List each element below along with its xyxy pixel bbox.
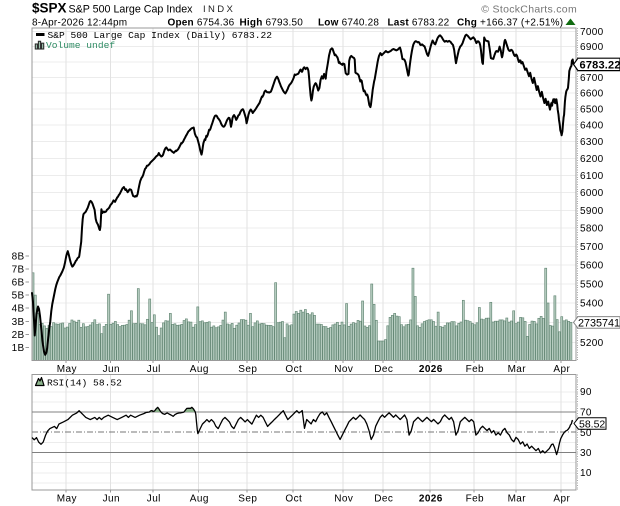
svg-text:May: May [57, 494, 77, 505]
svg-text:5700: 5700 [580, 242, 604, 253]
svg-text:Nov: Nov [334, 494, 353, 505]
svg-text:6B: 6B [12, 278, 25, 289]
svg-text:RSI(14) 58.52: RSI(14) 58.52 [47, 378, 122, 389]
svg-text:7000: 7000 [580, 27, 604, 38]
svg-text:58.52: 58.52 [579, 418, 605, 430]
svg-text:3B: 3B [12, 317, 25, 328]
svg-text:Jul: Jul [147, 364, 161, 375]
svg-text:Mar: Mar [508, 494, 527, 505]
svg-text:Last 6783.22: Last 6783.22 [388, 18, 450, 29]
svg-text:6100: 6100 [580, 171, 604, 182]
svg-text:6300: 6300 [580, 137, 604, 148]
svg-text:6900: 6900 [580, 42, 604, 53]
svg-text:4B: 4B [12, 304, 25, 315]
svg-text:Jun: Jun [103, 364, 120, 375]
svg-text:5200: 5200 [580, 338, 604, 349]
svg-text:2B: 2B [12, 330, 25, 341]
svg-text:High 6793.50: High 6793.50 [240, 18, 304, 29]
svg-text:50: 50 [580, 428, 592, 439]
svg-text:Feb: Feb [466, 364, 484, 375]
svg-text:Open 6754.36: Open 6754.36 [168, 18, 235, 29]
svg-text:7B: 7B [12, 264, 25, 275]
svg-text:Chg +166.37 (+2.51%): Chg +166.37 (+2.51%) [457, 18, 563, 29]
svg-text:Volume undef: Volume undef [46, 40, 115, 51]
svg-text:5B: 5B [12, 291, 25, 302]
svg-text:2026: 2026 [419, 494, 443, 505]
svg-text:2026: 2026 [419, 364, 443, 375]
svg-text:5400: 5400 [580, 298, 604, 309]
svg-text:6500: 6500 [580, 105, 604, 116]
svg-text:Nov: Nov [334, 364, 353, 375]
svg-text:Apr: Apr [553, 364, 570, 375]
svg-text:Mar: Mar [508, 364, 527, 375]
svg-text:S&P 500 Large Cap Index (Daily: S&P 500 Large Cap Index (Daily) 6783.22 [48, 30, 273, 41]
svg-text:8-Apr-2026 12:44pm: 8-Apr-2026 12:44pm [32, 18, 127, 29]
svg-text:Feb: Feb [466, 494, 484, 505]
svg-text:© StockCharts.com: © StockCharts.com [481, 4, 577, 16]
svg-text:Dec: Dec [374, 494, 393, 505]
svg-text:S&P 500 Large Cap Index: S&P 500 Large Cap Index [69, 4, 194, 16]
svg-text:5800: 5800 [580, 224, 604, 235]
svg-text:6783.22: 6783.22 [580, 59, 620, 71]
svg-text:6400: 6400 [580, 121, 604, 132]
svg-text:Sep: Sep [238, 364, 257, 375]
svg-text:5900: 5900 [580, 206, 604, 217]
svg-text:5500: 5500 [580, 279, 604, 290]
svg-text:6600: 6600 [580, 89, 604, 100]
svg-text:Dec: Dec [374, 364, 393, 375]
svg-text:Oct: Oct [285, 364, 302, 375]
svg-text:8B: 8B [12, 251, 25, 262]
svg-text:10: 10 [580, 468, 592, 479]
svg-text:Aug: Aug [190, 364, 209, 375]
svg-text:5600: 5600 [580, 260, 604, 271]
svg-text:Sep: Sep [238, 494, 257, 505]
svg-text:90: 90 [580, 387, 592, 398]
svg-text:INDX: INDX [203, 4, 235, 15]
svg-text:6000: 6000 [580, 188, 604, 199]
svg-text:70: 70 [580, 408, 592, 419]
svg-text:6200: 6200 [580, 154, 604, 165]
svg-text:Jun: Jun [103, 494, 120, 505]
svg-text:1B: 1B [12, 343, 25, 354]
svg-text:May: May [57, 364, 77, 375]
svg-text:6700: 6700 [580, 73, 604, 84]
svg-text:Oct: Oct [285, 494, 302, 505]
svg-text:Apr: Apr [553, 494, 570, 505]
svg-text:Jul: Jul [147, 494, 161, 505]
svg-text:2735741: 2735741 [578, 317, 620, 329]
svg-text:Aug: Aug [190, 494, 209, 505]
svg-text:$SPX: $SPX [32, 1, 67, 16]
svg-text:Low 6740.28: Low 6740.28 [318, 18, 379, 29]
svg-text:30: 30 [580, 448, 592, 459]
